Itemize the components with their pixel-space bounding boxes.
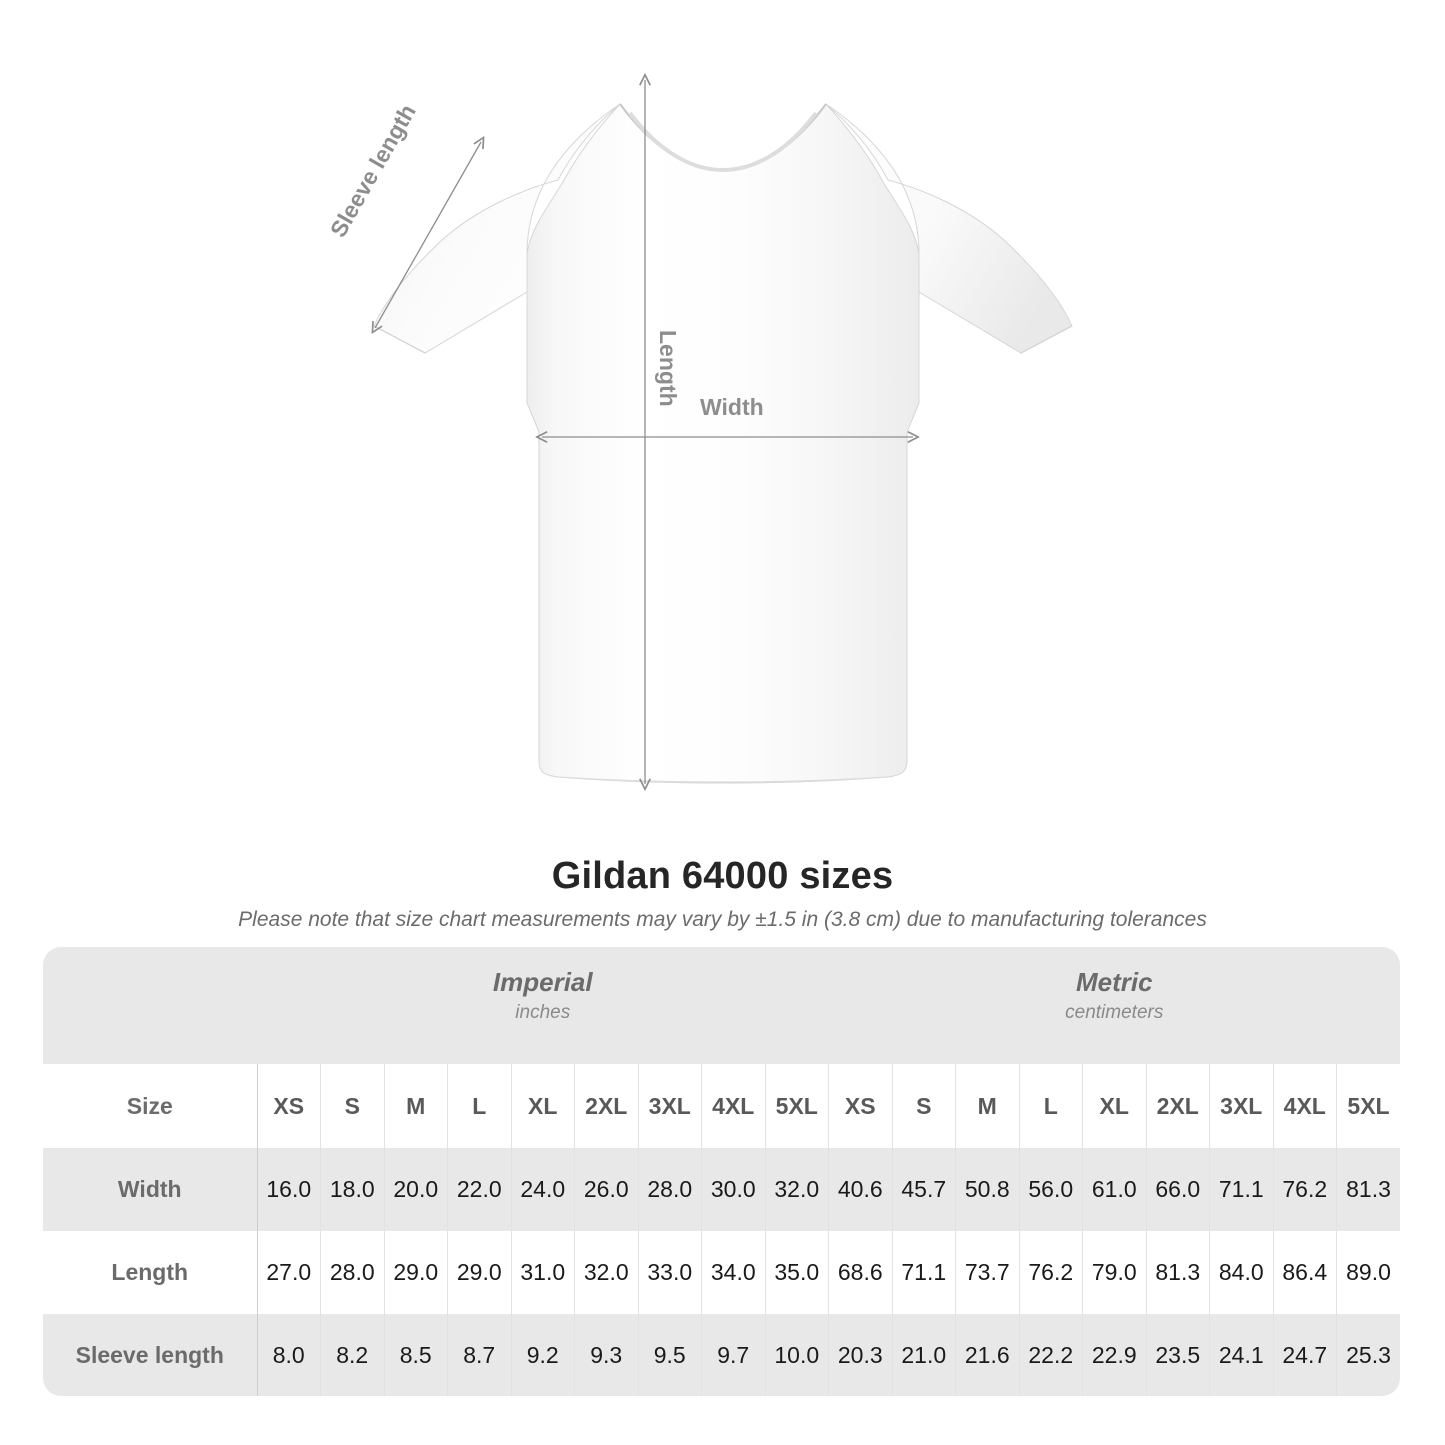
svg-text:Sleeve length: Sleeve length bbox=[325, 100, 421, 242]
svg-text:Width: Width bbox=[700, 394, 764, 420]
svg-text:Length: Length bbox=[655, 330, 681, 407]
